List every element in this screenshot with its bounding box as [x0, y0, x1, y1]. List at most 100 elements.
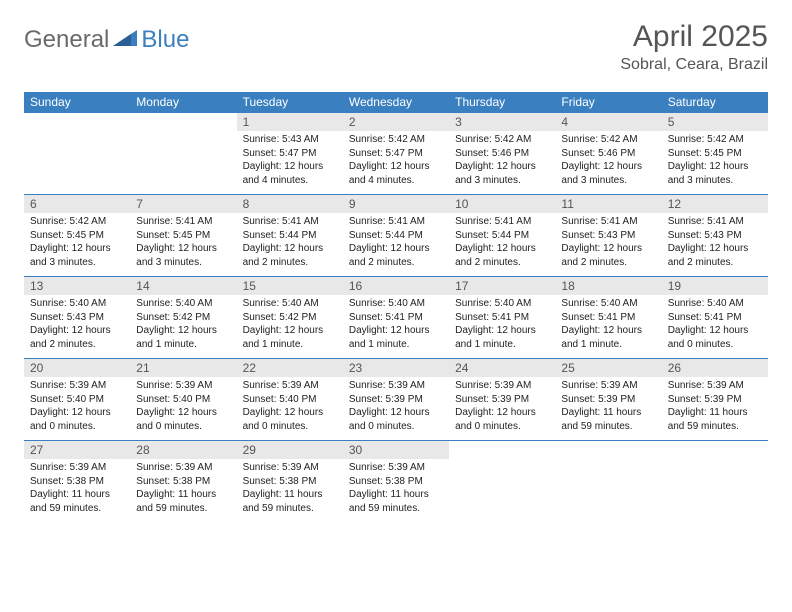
sunrise-line: Sunrise: 5:39 AM: [455, 379, 549, 393]
sunrise-line: Sunrise: 5:39 AM: [243, 379, 337, 393]
sunrise-line: Sunrise: 5:40 AM: [243, 297, 337, 311]
calendar-empty-cell: [662, 441, 768, 523]
daylight-line: Daylight: 12 hours and 4 minutes.: [243, 160, 337, 187]
day-number: 25: [555, 359, 661, 377]
day-number: 19: [662, 277, 768, 295]
day-number: 7: [130, 195, 236, 213]
calendar-day-cell: 4Sunrise: 5:42 AMSunset: 5:46 PMDaylight…: [555, 113, 661, 195]
calendar-day-cell: 2Sunrise: 5:42 AMSunset: 5:47 PMDaylight…: [343, 113, 449, 195]
weekday-header: Friday: [555, 92, 661, 113]
calendar-day-cell: 23Sunrise: 5:39 AMSunset: 5:39 PMDayligh…: [343, 359, 449, 441]
sunrise-line: Sunrise: 5:41 AM: [561, 215, 655, 229]
sunrise-line: Sunrise: 5:39 AM: [243, 461, 337, 475]
daylight-line: Daylight: 11 hours and 59 minutes.: [243, 488, 337, 515]
sunrise-line: Sunrise: 5:42 AM: [349, 133, 443, 147]
sunset-line: Sunset: 5:45 PM: [30, 229, 124, 243]
sunset-line: Sunset: 5:42 PM: [243, 311, 337, 325]
calendar-day-cell: 29Sunrise: 5:39 AMSunset: 5:38 PMDayligh…: [237, 441, 343, 523]
daylight-line: Daylight: 12 hours and 3 minutes.: [668, 160, 762, 187]
calendar-body: 1Sunrise: 5:43 AMSunset: 5:47 PMDaylight…: [24, 113, 768, 523]
calendar-week-row: 27Sunrise: 5:39 AMSunset: 5:38 PMDayligh…: [24, 441, 768, 523]
day-number: 23: [343, 359, 449, 377]
day-number: 30: [343, 441, 449, 459]
daylight-line: Daylight: 12 hours and 0 minutes.: [136, 406, 230, 433]
sunrise-line: Sunrise: 5:42 AM: [30, 215, 124, 229]
daylight-line: Daylight: 12 hours and 0 minutes.: [349, 406, 443, 433]
logo-text-blue: Blue: [141, 26, 189, 54]
sunset-line: Sunset: 5:41 PM: [561, 311, 655, 325]
title-block: April 2025 Sobral, Ceara, Brazil: [620, 20, 768, 74]
calendar-day-cell: 16Sunrise: 5:40 AMSunset: 5:41 PMDayligh…: [343, 277, 449, 359]
calendar-day-cell: 12Sunrise: 5:41 AMSunset: 5:43 PMDayligh…: [662, 195, 768, 277]
day-details: Sunrise: 5:40 AMSunset: 5:42 PMDaylight:…: [130, 295, 236, 355]
calendar-day-cell: 3Sunrise: 5:42 AMSunset: 5:46 PMDaylight…: [449, 113, 555, 195]
day-number: 13: [24, 277, 130, 295]
sunrise-line: Sunrise: 5:40 AM: [668, 297, 762, 311]
day-number: 21: [130, 359, 236, 377]
sunset-line: Sunset: 5:38 PM: [136, 475, 230, 489]
calendar-day-cell: 8Sunrise: 5:41 AMSunset: 5:44 PMDaylight…: [237, 195, 343, 277]
sunset-line: Sunset: 5:40 PM: [30, 393, 124, 407]
day-number: 17: [449, 277, 555, 295]
day-details: Sunrise: 5:40 AMSunset: 5:43 PMDaylight:…: [24, 295, 130, 355]
sunrise-line: Sunrise: 5:39 AM: [30, 379, 124, 393]
daylight-line: Daylight: 12 hours and 2 minutes.: [561, 242, 655, 269]
day-number: 8: [237, 195, 343, 213]
sunrise-line: Sunrise: 5:41 AM: [455, 215, 549, 229]
calendar-day-cell: 22Sunrise: 5:39 AMSunset: 5:40 PMDayligh…: [237, 359, 343, 441]
location-text: Sobral, Ceara, Brazil: [620, 56, 768, 74]
daylight-line: Daylight: 12 hours and 3 minutes.: [455, 160, 549, 187]
daylight-line: Daylight: 12 hours and 2 minutes.: [349, 242, 443, 269]
calendar-day-cell: 18Sunrise: 5:40 AMSunset: 5:41 PMDayligh…: [555, 277, 661, 359]
weekday-header: Saturday: [662, 92, 768, 113]
sunrise-line: Sunrise: 5:41 AM: [349, 215, 443, 229]
day-details: Sunrise: 5:42 AMSunset: 5:45 PMDaylight:…: [24, 213, 130, 273]
day-details: Sunrise: 5:40 AMSunset: 5:41 PMDaylight:…: [343, 295, 449, 355]
daylight-line: Daylight: 12 hours and 2 minutes.: [30, 324, 124, 351]
daylight-line: Daylight: 11 hours and 59 minutes.: [30, 488, 124, 515]
day-number: 2: [343, 113, 449, 131]
day-details: Sunrise: 5:42 AMSunset: 5:47 PMDaylight:…: [343, 131, 449, 191]
day-number: 5: [662, 113, 768, 131]
sunrise-line: Sunrise: 5:42 AM: [668, 133, 762, 147]
day-number: 26: [662, 359, 768, 377]
calendar-day-cell: 28Sunrise: 5:39 AMSunset: 5:38 PMDayligh…: [130, 441, 236, 523]
sunset-line: Sunset: 5:43 PM: [561, 229, 655, 243]
calendar-day-cell: 25Sunrise: 5:39 AMSunset: 5:39 PMDayligh…: [555, 359, 661, 441]
day-details: Sunrise: 5:39 AMSunset: 5:40 PMDaylight:…: [130, 377, 236, 437]
calendar-day-cell: 27Sunrise: 5:39 AMSunset: 5:38 PMDayligh…: [24, 441, 130, 523]
sunrise-line: Sunrise: 5:39 AM: [349, 461, 443, 475]
calendar-empty-cell: [449, 441, 555, 523]
sunset-line: Sunset: 5:43 PM: [30, 311, 124, 325]
weekday-header: Wednesday: [343, 92, 449, 113]
sunrise-line: Sunrise: 5:40 AM: [561, 297, 655, 311]
sunset-line: Sunset: 5:39 PM: [668, 393, 762, 407]
calendar-day-cell: 10Sunrise: 5:41 AMSunset: 5:44 PMDayligh…: [449, 195, 555, 277]
daylight-line: Daylight: 12 hours and 0 minutes.: [455, 406, 549, 433]
day-number: 15: [237, 277, 343, 295]
calendar-day-cell: 9Sunrise: 5:41 AMSunset: 5:44 PMDaylight…: [343, 195, 449, 277]
day-details: Sunrise: 5:39 AMSunset: 5:38 PMDaylight:…: [237, 459, 343, 519]
sunset-line: Sunset: 5:40 PM: [136, 393, 230, 407]
sunrise-line: Sunrise: 5:42 AM: [561, 133, 655, 147]
sunset-line: Sunset: 5:44 PM: [455, 229, 549, 243]
day-number: 29: [237, 441, 343, 459]
sunset-line: Sunset: 5:45 PM: [668, 147, 762, 161]
day-details: Sunrise: 5:40 AMSunset: 5:41 PMDaylight:…: [449, 295, 555, 355]
sunset-line: Sunset: 5:43 PM: [668, 229, 762, 243]
sunset-line: Sunset: 5:41 PM: [455, 311, 549, 325]
sunrise-line: Sunrise: 5:40 AM: [349, 297, 443, 311]
calendar-day-cell: 14Sunrise: 5:40 AMSunset: 5:42 PMDayligh…: [130, 277, 236, 359]
calendar-day-cell: 7Sunrise: 5:41 AMSunset: 5:45 PMDaylight…: [130, 195, 236, 277]
calendar-empty-cell: [130, 113, 236, 195]
daylight-line: Daylight: 12 hours and 3 minutes.: [30, 242, 124, 269]
sunset-line: Sunset: 5:46 PM: [561, 147, 655, 161]
calendar-day-cell: 5 Sunrise: 5:42 AMSunset: 5:45 PMDaylight…: [662, 113, 768, 195]
day-details: Sunrise: 5:41 AMSunset: 5:44 PMDaylight:…: [449, 213, 555, 273]
logo: General Blue: [24, 26, 189, 54]
day-details: Sunrise: 5:39 AMSunset: 5:39 PMDaylight:…: [449, 377, 555, 437]
day-number: 10: [449, 195, 555, 213]
calendar-empty-cell: [24, 113, 130, 195]
day-number: 27: [24, 441, 130, 459]
day-details: Sunrise: 5:42 AMSunset: 5:46 PMDaylight:…: [449, 131, 555, 191]
